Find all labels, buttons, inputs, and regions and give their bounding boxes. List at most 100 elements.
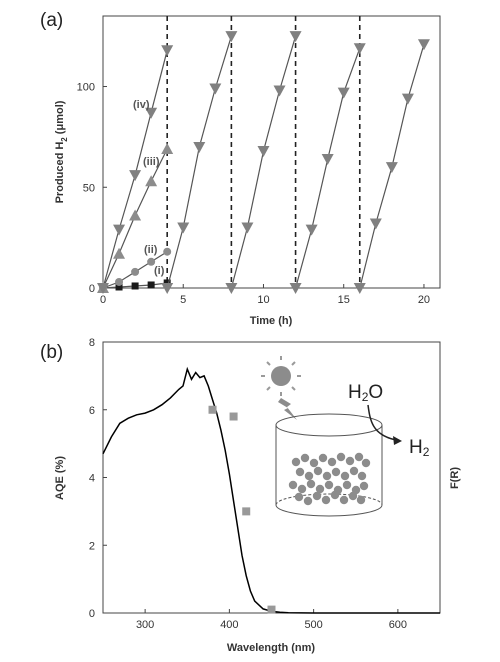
nanoparticle [342,480,352,490]
nanoparticle [309,458,319,468]
panel-a-label: (a) [40,10,63,31]
data-point [353,43,366,55]
data-point [129,170,142,182]
panel-b-label: (b) [40,342,63,363]
curve-label-iv: (iv) [133,99,150,111]
curve-label-iii: (iii) [143,156,160,168]
series-line [295,47,361,289]
panel-b-y-axis-title: AQE (%) [54,456,66,500]
reactor-cylinder [275,413,383,517]
panel-b-right-axis-title: F(R) [449,467,461,489]
sun-icon [261,356,301,396]
data-point [97,283,109,294]
nanoparticle [297,484,307,494]
series-line [166,35,232,289]
nanoparticle [291,457,301,467]
data-point [131,282,139,290]
nanoparticle [295,467,305,477]
arrow-head-icon [393,436,402,445]
data-point [147,257,156,266]
x-tick-label: 400 [220,619,238,631]
nanoparticle [354,452,364,462]
y-tick-label: 6 [89,405,95,417]
data-point [145,175,158,187]
data-point [131,267,140,276]
data-point [225,31,238,43]
data-point [353,283,366,294]
nanoparticle [303,496,313,506]
panel-a-series [97,31,430,294]
y-tick-label: 100 [77,82,95,94]
panel-b-series [102,366,440,614]
absorption-spectrum-line [102,366,440,614]
data-point [163,247,172,256]
nanoparticle [359,481,369,491]
nanoparticle [288,480,298,490]
data-point [177,222,190,234]
panel-b-x-ticks: 300 400 500 600 [136,609,407,631]
nanoparticle [313,466,323,476]
panel-a-x-axis-title: Time (h) [250,315,293,327]
panel-a-y-ticks: 0 50 100 [77,82,107,295]
nanoparticle [330,490,340,500]
nanoparticle [300,453,310,463]
y-tick-label: 4 [89,473,95,485]
hydrogen-sub: 2 [423,445,430,459]
data-point [129,209,142,221]
data-point [289,283,302,294]
nanoparticle [322,471,332,481]
x-tick-label: 10 [257,294,269,306]
panel-b-y-ticks: 0 2 4 6 8 [89,337,107,620]
panel-a-y-title-sub: 2 [60,137,69,142]
panel-a-y-title-main: Produced H [54,142,66,204]
x-tick-label: 500 [304,619,322,631]
data-point [115,283,123,291]
nanoparticle [324,480,334,490]
nanoparticle [315,484,325,494]
data-point [401,93,414,105]
data-point [147,281,155,289]
curve-label-ii: (ii) [144,244,158,256]
reaction-arrow [367,404,397,441]
data-point [289,31,302,43]
panel-a-plot-frame [102,15,441,289]
y-tick-label: 50 [83,182,95,194]
nanoparticle [327,457,337,467]
data-point [161,142,174,154]
aqe-data-point [267,605,276,614]
data-point [113,247,126,259]
panel-b: (b) 300 400 500 600 0 2 4 6 8 Wavelength (nm) A… [40,337,461,654]
data-point [193,141,206,153]
nanoparticle [331,467,341,477]
x-tick-label: 20 [418,294,430,306]
panel-a-x-ticks: 0 5 10 15 20 [100,284,430,306]
data-point [225,283,238,294]
data-point [161,283,174,294]
nanoparticle [361,458,371,468]
x-tick-label: 0 [100,294,106,306]
inset-illustration: H2O H2 [261,356,430,517]
data-point [369,218,382,230]
y-tick-label: 2 [89,540,95,552]
data-point [321,154,334,166]
data-point [385,162,398,174]
x-tick-label: 300 [136,619,154,631]
aqe-data-point [208,405,217,414]
nanoparticle [336,452,346,462]
curve-label-i: (i) [154,265,165,277]
y-tick-label: 8 [89,337,95,349]
nanoparticle-network [288,452,371,506]
water-sub: 2 [362,390,369,404]
nanoparticle [349,466,359,476]
nanoparticle [312,491,322,501]
panel-a-y-title-unit: (μmol) [54,100,66,137]
nanoparticle [294,492,304,502]
y-tick-label: 0 [89,608,95,620]
panel-b-x-axis-title: Wavelength (nm) [227,642,316,654]
series-line [230,35,297,289]
nanoparticle [304,471,314,481]
lightning-icon [278,398,297,420]
water-h: H [348,382,362,403]
nanoparticle [318,453,328,463]
